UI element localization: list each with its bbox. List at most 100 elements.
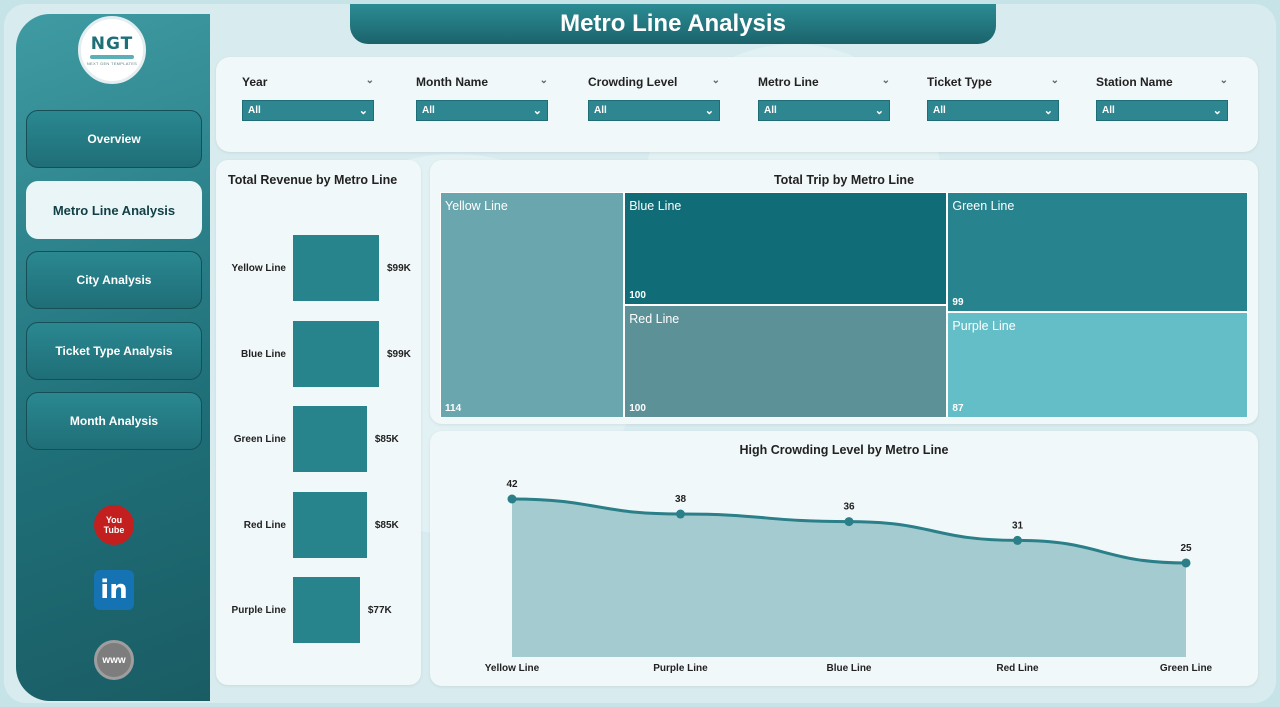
revenue-bar[interactable]	[293, 320, 379, 387]
filter-crowding-level[interactable]: Crowding Level ⌄ All ⌄	[588, 75, 720, 121]
crowding-x-tick-label: Green Line	[1160, 663, 1213, 674]
revenue-category-label: Green Line	[233, 434, 286, 445]
sidebar-item-month-analysis[interactable]: Month Analysis	[26, 392, 202, 450]
filter-select[interactable]: All ⌄	[927, 100, 1059, 121]
crowding-x-tick-label: Red Line	[996, 663, 1039, 674]
filter-select[interactable]: All ⌄	[588, 100, 720, 121]
crowding-point-green-line[interactable]	[1181, 558, 1191, 568]
treemap-tile-purple-line[interactable]: Purple Line 87	[947, 312, 1248, 418]
filter-value: All	[594, 105, 607, 116]
treemap-tile-label: Green Line	[952, 199, 1015, 213]
youtube-text-top: You	[105, 515, 123, 525]
chevron-down-icon: ⌄	[1043, 105, 1053, 117]
treemap-tile-value: 99	[952, 297, 964, 309]
crowding-chart-title: High Crowding Level by Metro Line	[739, 443, 949, 457]
youtube-text-bottom: Tube	[103, 525, 125, 535]
treemap-tile-value: 100	[629, 403, 646, 414]
filter-station-name[interactable]: Station Name ⌄ All ⌄	[1096, 75, 1228, 121]
crowding-x-tick-label: Yellow Line	[485, 663, 540, 674]
revenue-value-label: $77K	[367, 605, 392, 616]
logo: NGT NEXT GEN TEMPLATES	[78, 16, 146, 84]
crowding-data-label: 36	[843, 502, 855, 513]
crowding-point-purple-line[interactable]	[676, 509, 685, 519]
filter-select[interactable]: All ⌄	[242, 100, 374, 121]
sidebar-item-ticket-type-analysis[interactable]: Ticket Type Analysis	[26, 322, 202, 380]
filter-label: Crowding Level	[588, 75, 678, 89]
chevron-down-icon: ⌄	[532, 105, 542, 117]
chevron-down-icon[interactable]: ⌄	[1050, 75, 1059, 86]
filter-label: Month Name	[416, 75, 488, 89]
chevron-down-icon[interactable]: ⌄	[365, 75, 374, 86]
revenue-value-label: $99K	[387, 263, 411, 274]
youtube-icon[interactable]: You Tube	[94, 505, 134, 545]
revenue-row-blue-line: Blue Line $99K	[216, 320, 416, 387]
crowding-point-red-line[interactable]	[1013, 535, 1022, 545]
chevron-down-icon: ⌄	[358, 105, 368, 117]
trips-treemap: Yellow Line 114 Blue Line 100 Red Line 100 Gre…	[440, 192, 1248, 418]
filter-label: Station Name	[1096, 75, 1173, 89]
filter-panel: Year ⌄ All ⌄ Month Name ⌄ All ⌄ Crowding Lev…	[216, 57, 1258, 152]
crowding-point-blue-line[interactable]	[844, 517, 854, 527]
crowding-panel: High Crowding Level by Metro Line 42 Yell…	[430, 431, 1258, 686]
revenue-category-label: Yellow Line	[231, 263, 286, 274]
chevron-down-icon[interactable]: ⌄	[881, 75, 890, 86]
revenue-row-yellow-line: Yellow Line $99K	[216, 235, 416, 301]
revenue-chart-title: Total Revenue by Metro Line	[228, 173, 398, 187]
revenue-bar[interactable]	[293, 406, 367, 472]
treemap-tile-value: 100	[629, 290, 646, 301]
dashboard-canvas: NGT NEXT GEN TEMPLATES Overview Metro Li…	[4, 4, 1276, 703]
revenue-bar[interactable]	[293, 491, 367, 558]
filter-value: All	[933, 105, 946, 116]
revenue-category-label: Purple Line	[231, 605, 286, 616]
crowding-x-tick-label: Blue Line	[826, 663, 871, 674]
chevron-down-icon: ⌄	[1212, 105, 1222, 117]
revenue-category-label: Blue Line	[240, 348, 286, 360]
treemap-tile-value: 114	[445, 403, 462, 414]
revenue-bar[interactable]	[293, 235, 379, 301]
treemap-tile-green-line[interactable]: Green Line 99	[947, 192, 1248, 313]
trips-chart-title: Total Trip by Metro Line	[773, 173, 915, 187]
filter-year[interactable]: Year ⌄ All ⌄	[242, 75, 374, 121]
linkedin-icon[interactable]: in	[94, 570, 134, 610]
filter-metro-line[interactable]: Metro Line ⌄ All ⌄	[758, 75, 890, 121]
crowding-point-yellow-line[interactable]	[507, 494, 517, 504]
sidebar-item-overview[interactable]: Overview	[26, 110, 202, 168]
chevron-down-icon[interactable]: ⌄	[539, 75, 548, 86]
logo-swoosh	[90, 55, 134, 59]
revenue-row-red-line: Red Line $85K	[216, 491, 416, 558]
filter-value: All	[764, 105, 777, 116]
filter-select[interactable]: All ⌄	[416, 100, 548, 121]
revenue-row-green-line: Green Line $85K	[216, 406, 416, 472]
sidebar: NGT NEXT GEN TEMPLATES Overview Metro Li…	[16, 14, 210, 701]
chevron-down-icon: ⌄	[874, 105, 884, 117]
filter-label: Year	[242, 75, 268, 89]
treemap-tile-red-line[interactable]: Red Line 100	[624, 305, 948, 418]
filter-select[interactable]: All ⌄	[758, 100, 890, 121]
treemap-tile-blue-line[interactable]: Blue Line 100	[624, 192, 948, 305]
sidebar-item-metro-line-analysis[interactable]: Metro Line Analysis	[26, 181, 202, 239]
crowding-area-fill	[512, 499, 1186, 657]
trips-panel: Total Trip by Metro Line Yellow Line 114 B…	[430, 160, 1258, 424]
revenue-bar[interactable]	[293, 577, 360, 643]
filter-month-name[interactable]: Month Name ⌄ All ⌄	[416, 75, 548, 121]
chevron-down-icon[interactable]: ⌄	[1219, 75, 1228, 86]
filter-value: All	[248, 105, 261, 116]
treemap-tile-label: Blue Line	[629, 199, 682, 213]
filter-select[interactable]: All ⌄	[1096, 100, 1228, 121]
logo-text: NGT	[90, 34, 134, 54]
filter-label: Metro Line	[758, 75, 819, 89]
crowding-area-chart: 42 Yellow Line 38 Purple Line 36 Blue Line 31 R…	[485, 479, 1213, 674]
crowding-data-label: 42	[506, 479, 518, 490]
filter-value: All	[422, 105, 435, 116]
page-title: Metro Line Analysis	[350, 4, 996, 44]
filter-value: All	[1102, 105, 1115, 116]
treemap-tile-yellow-line[interactable]: Yellow Line 114	[440, 192, 625, 418]
website-globe-icon[interactable]: www	[94, 640, 134, 680]
sidebar-item-city-analysis[interactable]: City Analysis	[26, 251, 202, 309]
chevron-down-icon[interactable]: ⌄	[711, 75, 720, 86]
revenue-panel: Total Revenue by Metro Line Yellow Line $…	[216, 160, 421, 685]
revenue-row-purple-line: Purple Line $77K	[216, 577, 416, 643]
filter-ticket-type[interactable]: Ticket Type ⌄ All ⌄	[927, 75, 1059, 121]
treemap-tile-label: Yellow Line	[445, 199, 508, 213]
crowding-data-label: 25	[1180, 543, 1192, 554]
